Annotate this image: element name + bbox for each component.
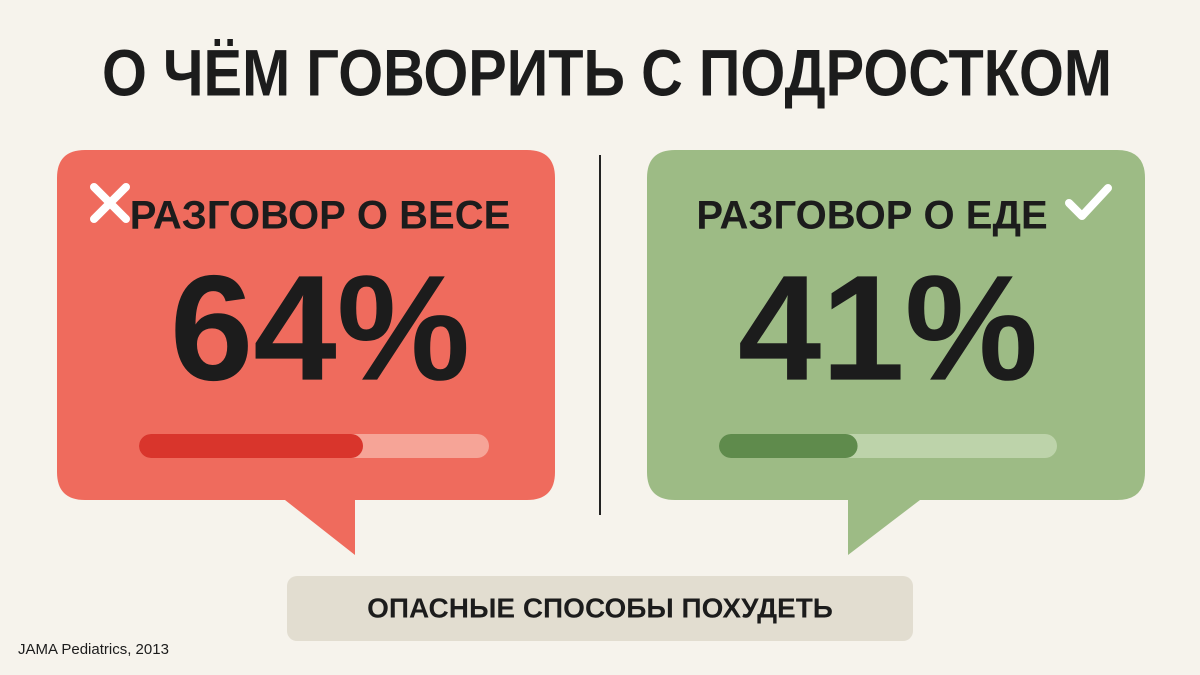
annotation-box [287,576,913,641]
source: JAMA Pediatrics, 2013 [18,641,169,658]
title: О ЧЁМ ГОВОРИТЬ С ПОДРОСТКОМ [102,35,1112,109]
card-label: РАЗГОВОР О ВЕСЕ [130,194,511,238]
bar [139,434,363,458]
bar [719,434,858,458]
value-label: 64% [170,244,470,412]
value-label: 41% [738,244,1038,412]
annotation: ОПАСНЫЕ СПОСОБЫ ПОХУДЕТЬ [367,592,833,623]
check-icon [1065,184,1112,220]
cross-icon [90,183,130,223]
card-label: РАЗГОВОР О ЕДЕ [696,194,1047,238]
